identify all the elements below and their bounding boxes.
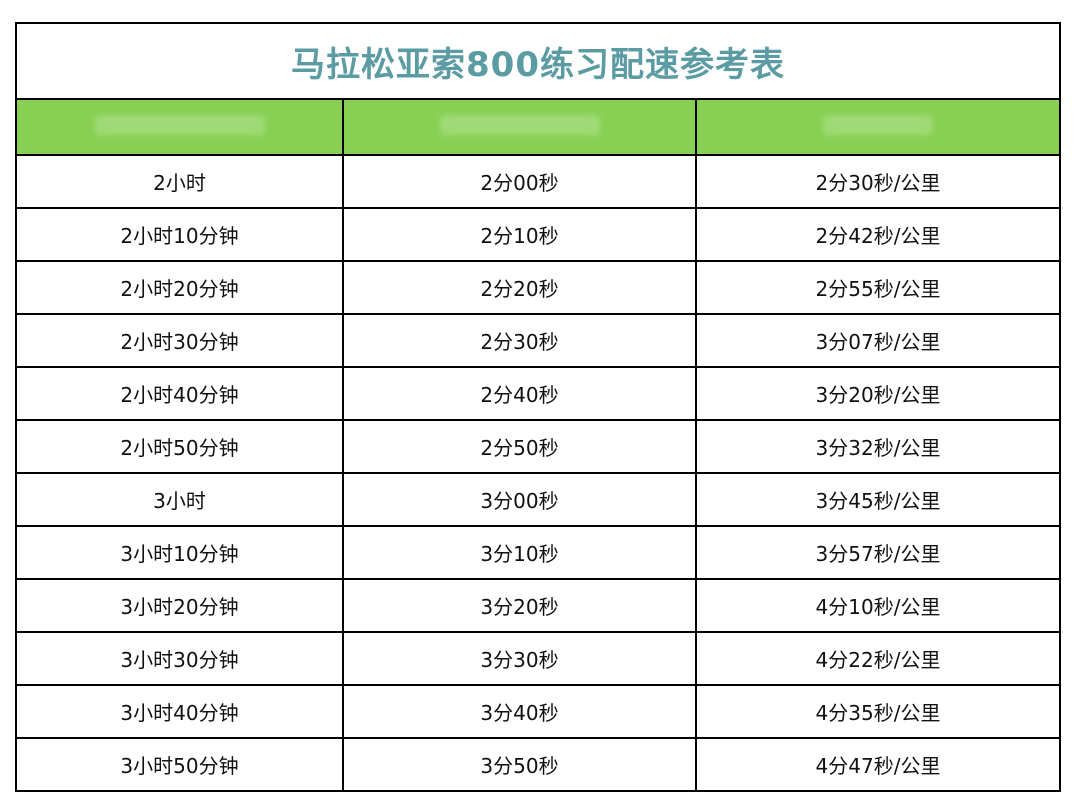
cell-800m-time: 2分20秒 bbox=[342, 260, 697, 315]
pace-table: 马拉松亚索800练习配速参考表 2小时 2分00秒 2分30秒/公里 2小时10分钟 2… bbox=[15, 22, 1061, 792]
cell-800m-time: 3分10秒 bbox=[342, 525, 697, 580]
cell-pace: 3分45秒/公里 bbox=[695, 472, 1061, 527]
cell-pace: 4分35秒/公里 bbox=[695, 684, 1061, 739]
cell-pace: 2分55秒/公里 bbox=[695, 260, 1061, 315]
cell-800m-time: 2分40秒 bbox=[342, 366, 697, 421]
cell-marathon-time: 3小时20分钟 bbox=[15, 578, 344, 633]
pace-reference-sheet: 马拉松亚索800练习配速参考表 2小时 2分00秒 2分30秒/公里 2小时10分钟 2… bbox=[15, 22, 1061, 795]
table-row: 2小时30分钟 2分30秒 3分07秒/公里 bbox=[15, 313, 1061, 368]
cell-pace: 4分22秒/公里 bbox=[695, 631, 1061, 686]
table-row: 3小时50分钟 3分50秒 4分47秒/公里 bbox=[15, 737, 1061, 792]
cell-marathon-time: 3小时30分钟 bbox=[15, 631, 344, 686]
cell-marathon-time: 2小时10分钟 bbox=[15, 207, 344, 262]
table-row: 3小时30分钟 3分30秒 4分22秒/公里 bbox=[15, 631, 1061, 686]
table-row: 3小时20分钟 3分20秒 4分10秒/公里 bbox=[15, 578, 1061, 633]
cell-800m-time: 2分50秒 bbox=[342, 419, 697, 474]
cell-pace: 2分30秒/公里 bbox=[695, 154, 1061, 209]
cell-800m-time: 3分40秒 bbox=[342, 684, 697, 739]
cell-800m-time: 3分50秒 bbox=[342, 737, 697, 792]
cell-pace: 2分42秒/公里 bbox=[695, 207, 1061, 262]
cell-pace: 4分47秒/公里 bbox=[695, 737, 1061, 792]
header-row bbox=[15, 98, 1061, 156]
blurred-header-text bbox=[439, 115, 600, 135]
header-cell-interval bbox=[342, 98, 697, 156]
table-row: 2小时 2分00秒 2分30秒/公里 bbox=[15, 154, 1061, 209]
table-row: 3小时10分钟 3分10秒 3分57秒/公里 bbox=[15, 525, 1061, 580]
cell-marathon-time: 3小时 bbox=[15, 472, 344, 527]
header-cell-pace bbox=[695, 98, 1061, 156]
table-row: 3小时40分钟 3分40秒 4分35秒/公里 bbox=[15, 684, 1061, 739]
table-row: 3小时 3分00秒 3分45秒/公里 bbox=[15, 472, 1061, 527]
cell-marathon-time: 2小时40分钟 bbox=[15, 366, 344, 421]
cell-marathon-time: 2小时20分钟 bbox=[15, 260, 344, 315]
cell-marathon-time: 3小时40分钟 bbox=[15, 684, 344, 739]
cell-pace: 3分32秒/公里 bbox=[695, 419, 1061, 474]
cell-pace: 4分10秒/公里 bbox=[695, 578, 1061, 633]
table-row: 2小时10分钟 2分10秒 2分42秒/公里 bbox=[15, 207, 1061, 262]
table-row: 2小时40分钟 2分40秒 3分20秒/公里 bbox=[15, 366, 1061, 421]
cell-marathon-time: 2小时50分钟 bbox=[15, 419, 344, 474]
cell-marathon-time: 3小时10分钟 bbox=[15, 525, 344, 580]
cell-800m-time: 2分30秒 bbox=[342, 313, 697, 368]
blurred-header-text bbox=[823, 115, 933, 135]
table-row: 2小时20分钟 2分20秒 2分55秒/公里 bbox=[15, 260, 1061, 315]
cell-800m-time: 3分30秒 bbox=[342, 631, 697, 686]
table-row: 2小时50分钟 2分50秒 3分32秒/公里 bbox=[15, 419, 1061, 474]
cell-pace: 3分57秒/公里 bbox=[695, 525, 1061, 580]
cell-800m-time: 2分10秒 bbox=[342, 207, 697, 262]
cell-800m-time: 2分00秒 bbox=[342, 154, 697, 209]
title-row: 马拉松亚索800练习配速参考表 bbox=[15, 22, 1061, 100]
cell-pace: 3分07秒/公里 bbox=[695, 313, 1061, 368]
cell-marathon-time: 3小时50分钟 bbox=[15, 737, 344, 792]
cell-800m-time: 3分20秒 bbox=[342, 578, 697, 633]
cell-800m-time: 3分00秒 bbox=[342, 472, 697, 527]
header-cell-marathon bbox=[15, 98, 344, 156]
table-title: 马拉松亚索800练习配速参考表 bbox=[15, 22, 1061, 100]
cell-pace: 3分20秒/公里 bbox=[695, 366, 1061, 421]
blurred-header-text bbox=[94, 115, 265, 135]
cell-marathon-time: 2小时 bbox=[15, 154, 344, 209]
cell-marathon-time: 2小时30分钟 bbox=[15, 313, 344, 368]
